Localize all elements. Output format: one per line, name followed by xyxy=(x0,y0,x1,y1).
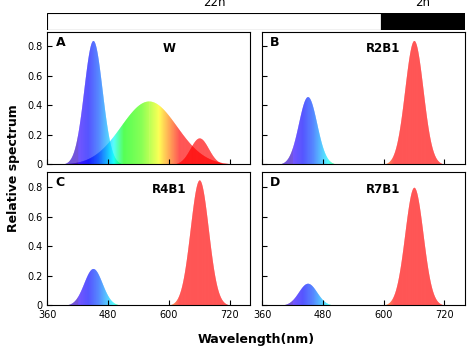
Text: W: W xyxy=(163,42,175,55)
Text: D: D xyxy=(270,177,281,190)
Text: 22h: 22h xyxy=(203,0,226,9)
Text: Relative spectrum: Relative spectrum xyxy=(7,105,20,232)
Text: Wavelength(nm): Wavelength(nm) xyxy=(197,333,315,346)
Text: A: A xyxy=(55,35,65,48)
Text: R4B1: R4B1 xyxy=(152,183,186,196)
Bar xyxy=(47,13,381,30)
Text: C: C xyxy=(55,177,64,190)
Bar xyxy=(381,13,465,30)
Text: B: B xyxy=(270,35,280,48)
Text: R7B1: R7B1 xyxy=(366,183,401,196)
Text: 2h: 2h xyxy=(415,0,430,9)
Text: R2B1: R2B1 xyxy=(366,42,401,55)
